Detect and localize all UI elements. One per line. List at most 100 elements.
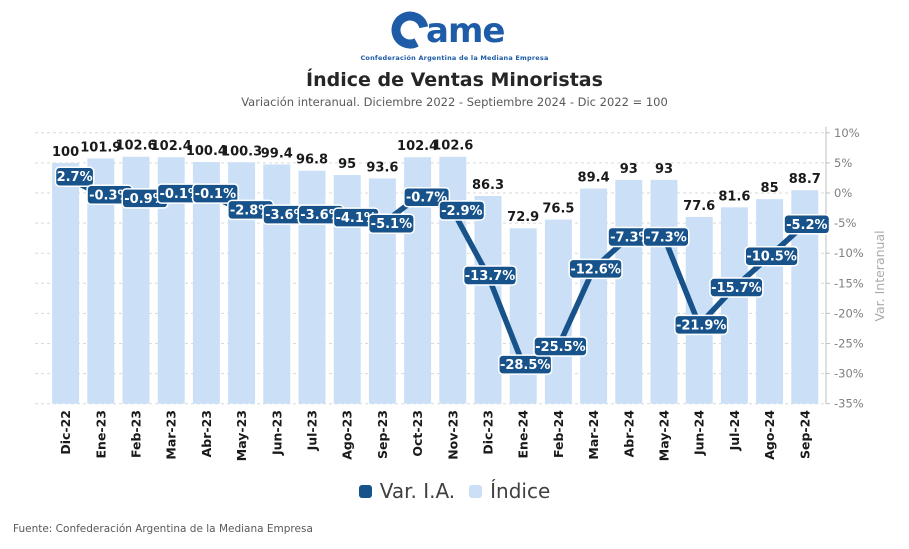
legend-label: Var. I.A. <box>379 479 456 503</box>
x-axis-label: Ene-23 <box>93 410 108 459</box>
x-axis-label: May-24 <box>657 410 672 462</box>
right-axis-tick: -25% <box>834 337 864 351</box>
line-label-pill <box>709 277 764 298</box>
right-axis-tick: 5% <box>834 156 852 170</box>
line-label-pill <box>498 354 553 375</box>
right-axis: 10% 5% 0% -5% -10% -15% -20% -25% -30% -35% Var. I… <box>825 126 887 411</box>
bar-value-label: 102.4 <box>151 139 192 154</box>
bar <box>720 207 748 404</box>
line-label-pill <box>674 314 729 336</box>
bar-value-label: 93 <box>620 162 638 177</box>
line-label-text: -4.1% <box>335 211 376 226</box>
bar-value-label: 93.6 <box>366 160 398 175</box>
line-label-text: -0.1% <box>159 187 200 202</box>
came-logo-icon: ame <box>391 11 505 51</box>
right-axis-tick: 10% <box>834 126 860 140</box>
line-label-text: -0.3% <box>89 188 130 203</box>
line-label-text: -28.5% <box>500 358 551 373</box>
line-label-text: -2.9% <box>441 204 482 219</box>
bar-value-label: 100 <box>52 145 79 160</box>
right-axis-tick: -5% <box>834 216 856 230</box>
bar <box>509 228 537 404</box>
line-label-text: -15.7% <box>711 281 762 296</box>
page-title: Índice de Ventas Minoristas <box>306 69 603 91</box>
x-axis-label: Sep-24 <box>797 410 812 459</box>
bar <box>544 219 572 404</box>
right-axis-tick: -30% <box>834 367 864 381</box>
x-axis-label: Dic-22 <box>58 410 73 455</box>
bar-value-label: 102.6 <box>115 139 156 154</box>
bar-value-label: 88.7 <box>789 172 821 187</box>
legend-item-var-ia: Var. I.A. <box>358 479 456 503</box>
bar <box>615 179 643 404</box>
bar <box>580 188 608 404</box>
x-axis-label: Oct-23 <box>410 410 425 457</box>
line-label-text: -3.6% <box>265 208 306 223</box>
x-axis-label: Jul-23 <box>305 410 320 451</box>
x-axis-label: Dic-23 <box>481 410 496 455</box>
header: ame Confederación Argentina de la Median… <box>0 0 909 109</box>
line-label-text: 2.7% <box>57 170 93 185</box>
source-note: Fuente: Confederación Argentina de la Me… <box>13 523 313 535</box>
x-axis-label: Nov-23 <box>445 410 460 460</box>
right-axis-title: Var. Interanual <box>872 230 887 321</box>
line-label-text: -0.1% <box>195 187 236 202</box>
bar-value-label: 96.8 <box>296 153 328 168</box>
line-label-pill <box>642 226 690 248</box>
line-label-text: -0.7% <box>406 191 447 206</box>
x-axis-label: Sep-23 <box>375 410 390 459</box>
line-label-pill <box>54 166 95 187</box>
line-label-pill <box>191 183 239 204</box>
legend-item-indice: Índice <box>469 479 550 503</box>
line-label-text: -0.9% <box>124 192 165 207</box>
line-label-pill <box>533 336 588 357</box>
bar <box>52 163 80 404</box>
x-axis-label: Mar-24 <box>586 410 601 460</box>
x-axis-label: Jun-23 <box>269 410 284 456</box>
x-axis-label: Jul-24 <box>727 410 742 452</box>
bar-value-label: 100.4 <box>186 144 227 159</box>
line-label-text: -25.5% <box>535 340 586 355</box>
bar-value-label: 77.6 <box>683 199 715 214</box>
x-axis-label: Feb-23 <box>129 410 144 458</box>
bar-value-label: 89.4 <box>578 171 610 186</box>
line-label-pill <box>462 265 518 286</box>
bar-value-label: 95 <box>338 157 356 172</box>
logo-glyphs: ame <box>391 11 505 51</box>
bar-value-label: 85 <box>761 181 779 196</box>
bar-value-label: 99.4 <box>261 146 293 161</box>
chart: 100 101.9 102.6 102.4 100.4 100.3 99.4 96.8 95 93… <box>0 108 909 478</box>
line-label-text: -7.3% <box>610 230 651 245</box>
legend-swatch-icon <box>469 484 483 498</box>
bar-value-label: 72.9 <box>507 210 539 225</box>
chart-legend: Var. I.A. Índice <box>0 479 909 503</box>
right-axis-tick: -10% <box>834 246 864 260</box>
right-axis-tick: 0% <box>834 186 852 200</box>
line-label-text: -3.6% <box>300 208 341 223</box>
line-label-pill <box>783 214 831 235</box>
right-axis-tick: -35% <box>834 397 864 411</box>
x-axis-labels: Dic-22 Ene-23 Feb-23 Mar-23 Abr-23 May-23 Jun-… <box>58 410 812 462</box>
bar <box>685 216 713 404</box>
line-label-pill <box>568 258 623 280</box>
x-axis-label: Abr-23 <box>199 410 214 457</box>
x-axis-label: Feb-24 <box>551 410 566 458</box>
line-label-pill <box>744 245 799 267</box>
legend-swatch-icon <box>358 484 372 498</box>
line-label-text: -21.9% <box>676 318 727 333</box>
line-label-text: -10.5% <box>746 250 797 265</box>
line-value-labels: 2.7%-0.3%-0.9%-0.1%-0.1%-2.8%-3.6%-3.6%-… <box>54 166 831 375</box>
bar-value-label: 101.9 <box>80 140 121 155</box>
bar-value-label: 100.3 <box>221 144 262 159</box>
legend-label: Índice <box>490 479 551 503</box>
logo-subtext: Confederación Argentina de la Mediana Em… <box>360 54 549 62</box>
x-axis-label: Ago-23 <box>340 410 355 460</box>
line-label-text: -7.3% <box>645 230 686 245</box>
line-label-pill <box>367 213 415 234</box>
x-axis-label: May-23 <box>234 410 249 461</box>
x-axis-label: Jun-24 <box>692 410 707 456</box>
right-axis-tick: -20% <box>834 306 864 320</box>
page-subtitle: Variación interanual. Diciembre 2022 - S… <box>241 95 668 109</box>
x-axis-label: Abr-24 <box>621 410 636 458</box>
